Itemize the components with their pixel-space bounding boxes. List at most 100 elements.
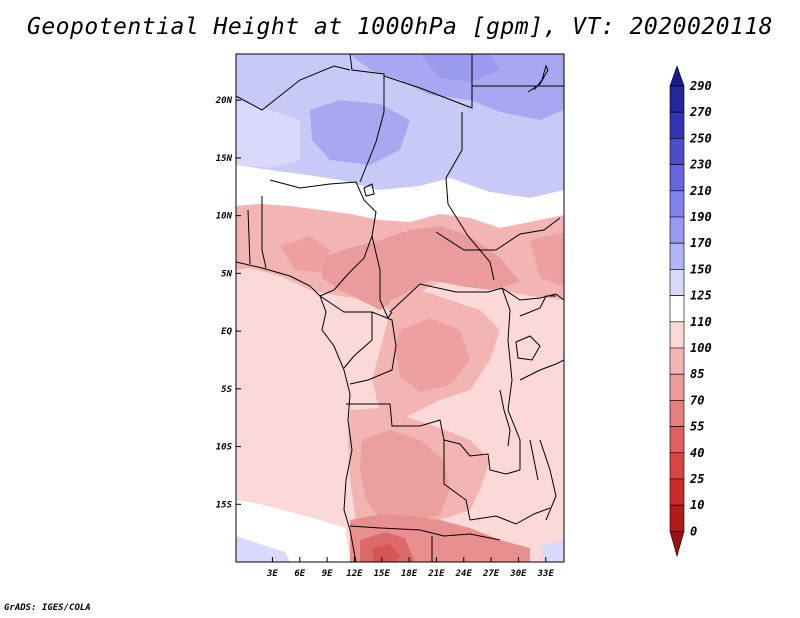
border-niger-nigeria bbox=[269, 179, 377, 237]
border-mozambique bbox=[539, 439, 557, 521]
plot-frame bbox=[235, 53, 565, 563]
lon-tick-label: 9E bbox=[322, 569, 333, 579]
colorbar-label: 150 bbox=[690, 262, 712, 276]
colorbar-label: 125 bbox=[690, 289, 712, 303]
grads-credit: GrADS: IGES/COLA bbox=[4, 603, 91, 613]
border-sudan-southsudan bbox=[435, 217, 561, 251]
colorbar-label: 55 bbox=[690, 420, 704, 434]
colorbar-label: 290 bbox=[689, 79, 712, 93]
colorbar-label: 190 bbox=[690, 210, 712, 224]
border-coastline-west bbox=[236, 261, 357, 562]
field-west-salmon bbox=[280, 236, 330, 272]
colorbar-swatch bbox=[669, 111, 685, 139]
field-east-salmon bbox=[530, 232, 564, 286]
field-north-purple-lobe bbox=[310, 100, 410, 165]
colorbar-label: 10 bbox=[690, 498, 704, 512]
colorbar-label: 210 bbox=[689, 184, 712, 198]
lat-tick-label: 5S bbox=[221, 385, 232, 395]
colorbar-swatch bbox=[669, 242, 685, 270]
border-algeria-libya bbox=[349, 54, 385, 183]
lat-tick-label: 10N bbox=[216, 212, 233, 222]
colorbar-swatch bbox=[669, 504, 685, 532]
border-lake-malawi bbox=[529, 439, 539, 481]
colorbar-label: 270 bbox=[689, 105, 712, 119]
map-title: Geopotential Height at 1000hPa [gpm], VT… bbox=[26, 14, 774, 40]
border-lake-chad bbox=[363, 183, 375, 197]
border-cameroon-car bbox=[371, 235, 393, 320]
border-southsudan-east bbox=[501, 287, 564, 301]
lon-tick-label: 12E bbox=[346, 569, 363, 579]
field-north-west-light bbox=[236, 100, 300, 168]
lon-tick-label: 24E bbox=[455, 569, 473, 579]
colorbar-swatch bbox=[669, 190, 685, 218]
colorbar-label: 25 bbox=[689, 472, 704, 486]
colorbar-swatch bbox=[669, 85, 685, 113]
field-sahel-white bbox=[236, 165, 564, 228]
field-angola-salmon bbox=[360, 430, 450, 522]
field-east-light bbox=[510, 370, 564, 520]
lon-tick-label: 15E bbox=[374, 569, 391, 579]
colorbar: 2902702502302101901701501251101008570554… bbox=[669, 65, 712, 558]
border-tanzania bbox=[519, 359, 564, 381]
lat-tick-label: EQ bbox=[221, 327, 232, 337]
lon-tick-label: 30E bbox=[509, 569, 527, 579]
border-lake-tanganyika bbox=[499, 389, 511, 447]
colorbar-swatch bbox=[669, 164, 685, 192]
colorbar-swatch bbox=[669, 269, 685, 296]
field-car-salmon bbox=[320, 226, 520, 310]
colorbar-label: 110 bbox=[690, 315, 712, 329]
lon-tick-label: 33E bbox=[537, 569, 555, 579]
border-eq-guinea-gabon bbox=[319, 295, 373, 369]
colorbar-swatch bbox=[669, 426, 685, 454]
lat-tick-label: 15S bbox=[216, 500, 233, 510]
country-boundaries bbox=[236, 54, 564, 562]
field-congo-salmon bbox=[395, 318, 470, 392]
lon-tick-label: 21E bbox=[427, 569, 445, 579]
border-nigeria-cameroon bbox=[319, 235, 373, 297]
border-chad-sudan bbox=[445, 112, 495, 281]
border-angola-namibia bbox=[349, 525, 501, 541]
border-zambia-zimbabwe bbox=[469, 507, 551, 525]
colorbar-label: 170 bbox=[690, 236, 712, 250]
border-mali-niger bbox=[236, 65, 351, 111]
border-congo-drc bbox=[349, 311, 397, 385]
lon-tick-label: 18E bbox=[401, 569, 418, 579]
colorbar-label: 40 bbox=[690, 446, 704, 460]
colorbar-label: 70 bbox=[690, 393, 704, 407]
colorbar-swatch bbox=[669, 347, 685, 375]
colorbar-swatch bbox=[669, 531, 685, 558]
field-north-east-purple bbox=[350, 54, 564, 120]
colorbar-label: 100 bbox=[690, 341, 712, 355]
border-uganda-kenya bbox=[519, 295, 556, 317]
lon-axis: 3E 6E 9E 12E 15E 18E 21E 24E 27E 30E 33E bbox=[266, 557, 554, 579]
colorbar-swatch bbox=[669, 138, 685, 165]
colorbar-label: 230 bbox=[689, 158, 712, 172]
border-drc-east bbox=[501, 287, 521, 470]
colorbar-swatch bbox=[669, 478, 685, 506]
border-red-sea-coast bbox=[527, 64, 549, 93]
lat-axis: 20N 15N 10N 5N EQ 5S 10S 15S bbox=[215, 96, 241, 510]
colorbar-label: 250 bbox=[689, 131, 712, 145]
border-angola-zambia bbox=[443, 440, 471, 521]
field-shading bbox=[236, 54, 564, 562]
colorbar-label: 0 bbox=[690, 524, 697, 538]
colorbar-swatch bbox=[669, 373, 685, 401]
colorbar-swatch bbox=[669, 65, 685, 87]
colorbar-swatch bbox=[669, 216, 685, 244]
lon-tick-label: 6E bbox=[294, 569, 305, 579]
colorbar-label: 85 bbox=[690, 367, 704, 381]
lat-tick-label: 15N bbox=[216, 154, 233, 164]
border-drc-angola bbox=[346, 403, 521, 475]
colorbar-swatch bbox=[669, 321, 685, 349]
border-togo bbox=[247, 209, 251, 265]
border-benin-nigeria bbox=[261, 196, 267, 269]
lon-tick-label: 27E bbox=[482, 569, 500, 579]
border-libya-chad bbox=[383, 54, 473, 109]
border-car-south bbox=[389, 283, 503, 313]
colorbar-swatch bbox=[669, 295, 685, 323]
field-southeast-lavender bbox=[540, 540, 564, 562]
field-south-atlantic-lavender bbox=[236, 536, 290, 562]
field-namibia-core bbox=[372, 544, 400, 562]
field-north-east-deep bbox=[420, 54, 500, 82]
